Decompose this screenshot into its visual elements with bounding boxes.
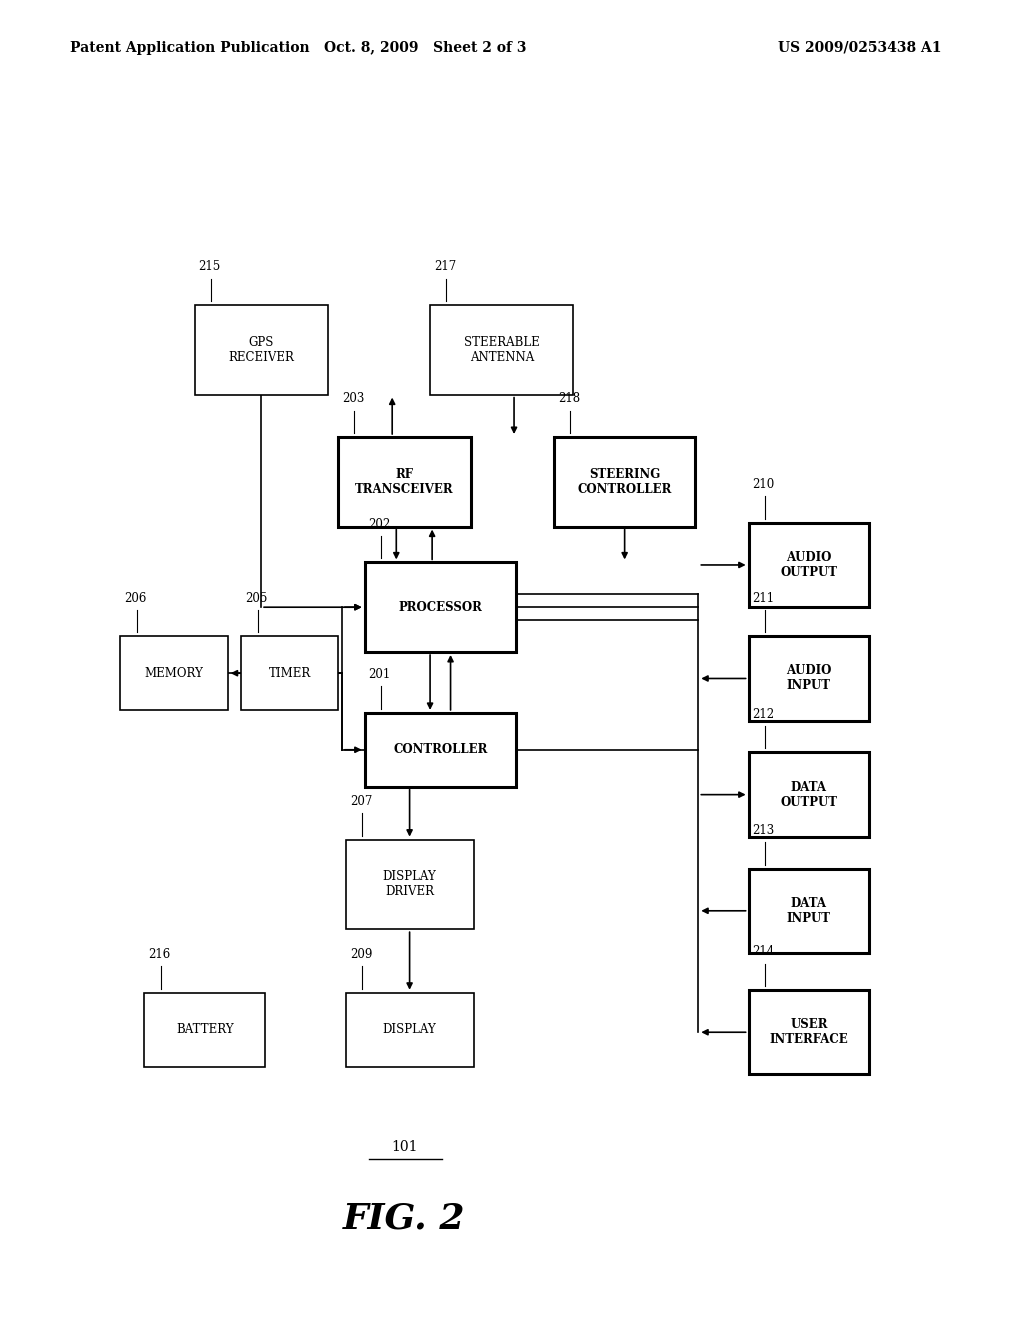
Text: 101: 101	[391, 1139, 418, 1154]
Text: 205: 205	[246, 591, 267, 605]
Text: MEMORY: MEMORY	[144, 667, 204, 680]
Text: 203: 203	[342, 392, 365, 405]
Text: AUDIO
OUTPUT: AUDIO OUTPUT	[780, 550, 838, 579]
FancyBboxPatch shape	[749, 990, 869, 1074]
FancyBboxPatch shape	[144, 993, 265, 1067]
Text: DISPLAY: DISPLAY	[383, 1023, 436, 1036]
Text: BATTERY: BATTERY	[176, 1023, 233, 1036]
Text: 202: 202	[369, 517, 391, 531]
FancyBboxPatch shape	[338, 437, 471, 527]
Text: GPS
RECEIVER: GPS RECEIVER	[228, 335, 294, 364]
Text: STEERABLE
ANTENNA: STEERABLE ANTENNA	[464, 335, 540, 364]
Text: USER
INTERFACE: USER INTERFACE	[770, 1018, 848, 1047]
Text: 207: 207	[350, 795, 372, 808]
Text: DATA
INPUT: DATA INPUT	[787, 896, 830, 925]
FancyBboxPatch shape	[346, 993, 473, 1067]
Text: STEERING
CONTROLLER: STEERING CONTROLLER	[578, 467, 672, 496]
Text: 216: 216	[148, 948, 171, 961]
FancyBboxPatch shape	[242, 636, 338, 710]
Text: 211: 211	[753, 591, 775, 605]
Text: Patent Application Publication: Patent Application Publication	[70, 41, 309, 54]
FancyBboxPatch shape	[195, 305, 328, 395]
Text: 213: 213	[753, 824, 775, 837]
FancyBboxPatch shape	[749, 523, 869, 607]
Text: 217: 217	[434, 260, 457, 273]
Text: US 2009/0253438 A1: US 2009/0253438 A1	[778, 41, 942, 54]
Text: 206: 206	[125, 591, 146, 605]
Text: CONTROLLER: CONTROLLER	[393, 743, 487, 756]
FancyBboxPatch shape	[430, 305, 573, 395]
Text: 215: 215	[199, 260, 221, 273]
Text: 209: 209	[350, 948, 372, 961]
Text: FIG. 2: FIG. 2	[343, 1201, 466, 1236]
Text: RF
TRANSCEIVER: RF TRANSCEIVER	[355, 467, 454, 496]
Text: 210: 210	[753, 478, 775, 491]
FancyBboxPatch shape	[365, 562, 516, 652]
Text: PROCESSOR: PROCESSOR	[398, 601, 482, 614]
Text: Oct. 8, 2009   Sheet 2 of 3: Oct. 8, 2009 Sheet 2 of 3	[324, 41, 526, 54]
FancyBboxPatch shape	[121, 636, 228, 710]
FancyBboxPatch shape	[749, 752, 869, 837]
Text: 214: 214	[753, 945, 775, 958]
FancyBboxPatch shape	[554, 437, 695, 527]
Text: DISPLAY
DRIVER: DISPLAY DRIVER	[383, 870, 436, 899]
FancyBboxPatch shape	[749, 869, 869, 953]
Text: DATA
OUTPUT: DATA OUTPUT	[780, 780, 838, 809]
Text: TIMER: TIMER	[268, 667, 311, 680]
Text: 201: 201	[369, 668, 391, 681]
FancyBboxPatch shape	[346, 840, 473, 929]
FancyBboxPatch shape	[749, 636, 869, 721]
Text: 212: 212	[753, 708, 775, 721]
Text: AUDIO
INPUT: AUDIO INPUT	[786, 664, 831, 693]
Text: 218: 218	[558, 392, 581, 405]
FancyBboxPatch shape	[365, 713, 516, 787]
